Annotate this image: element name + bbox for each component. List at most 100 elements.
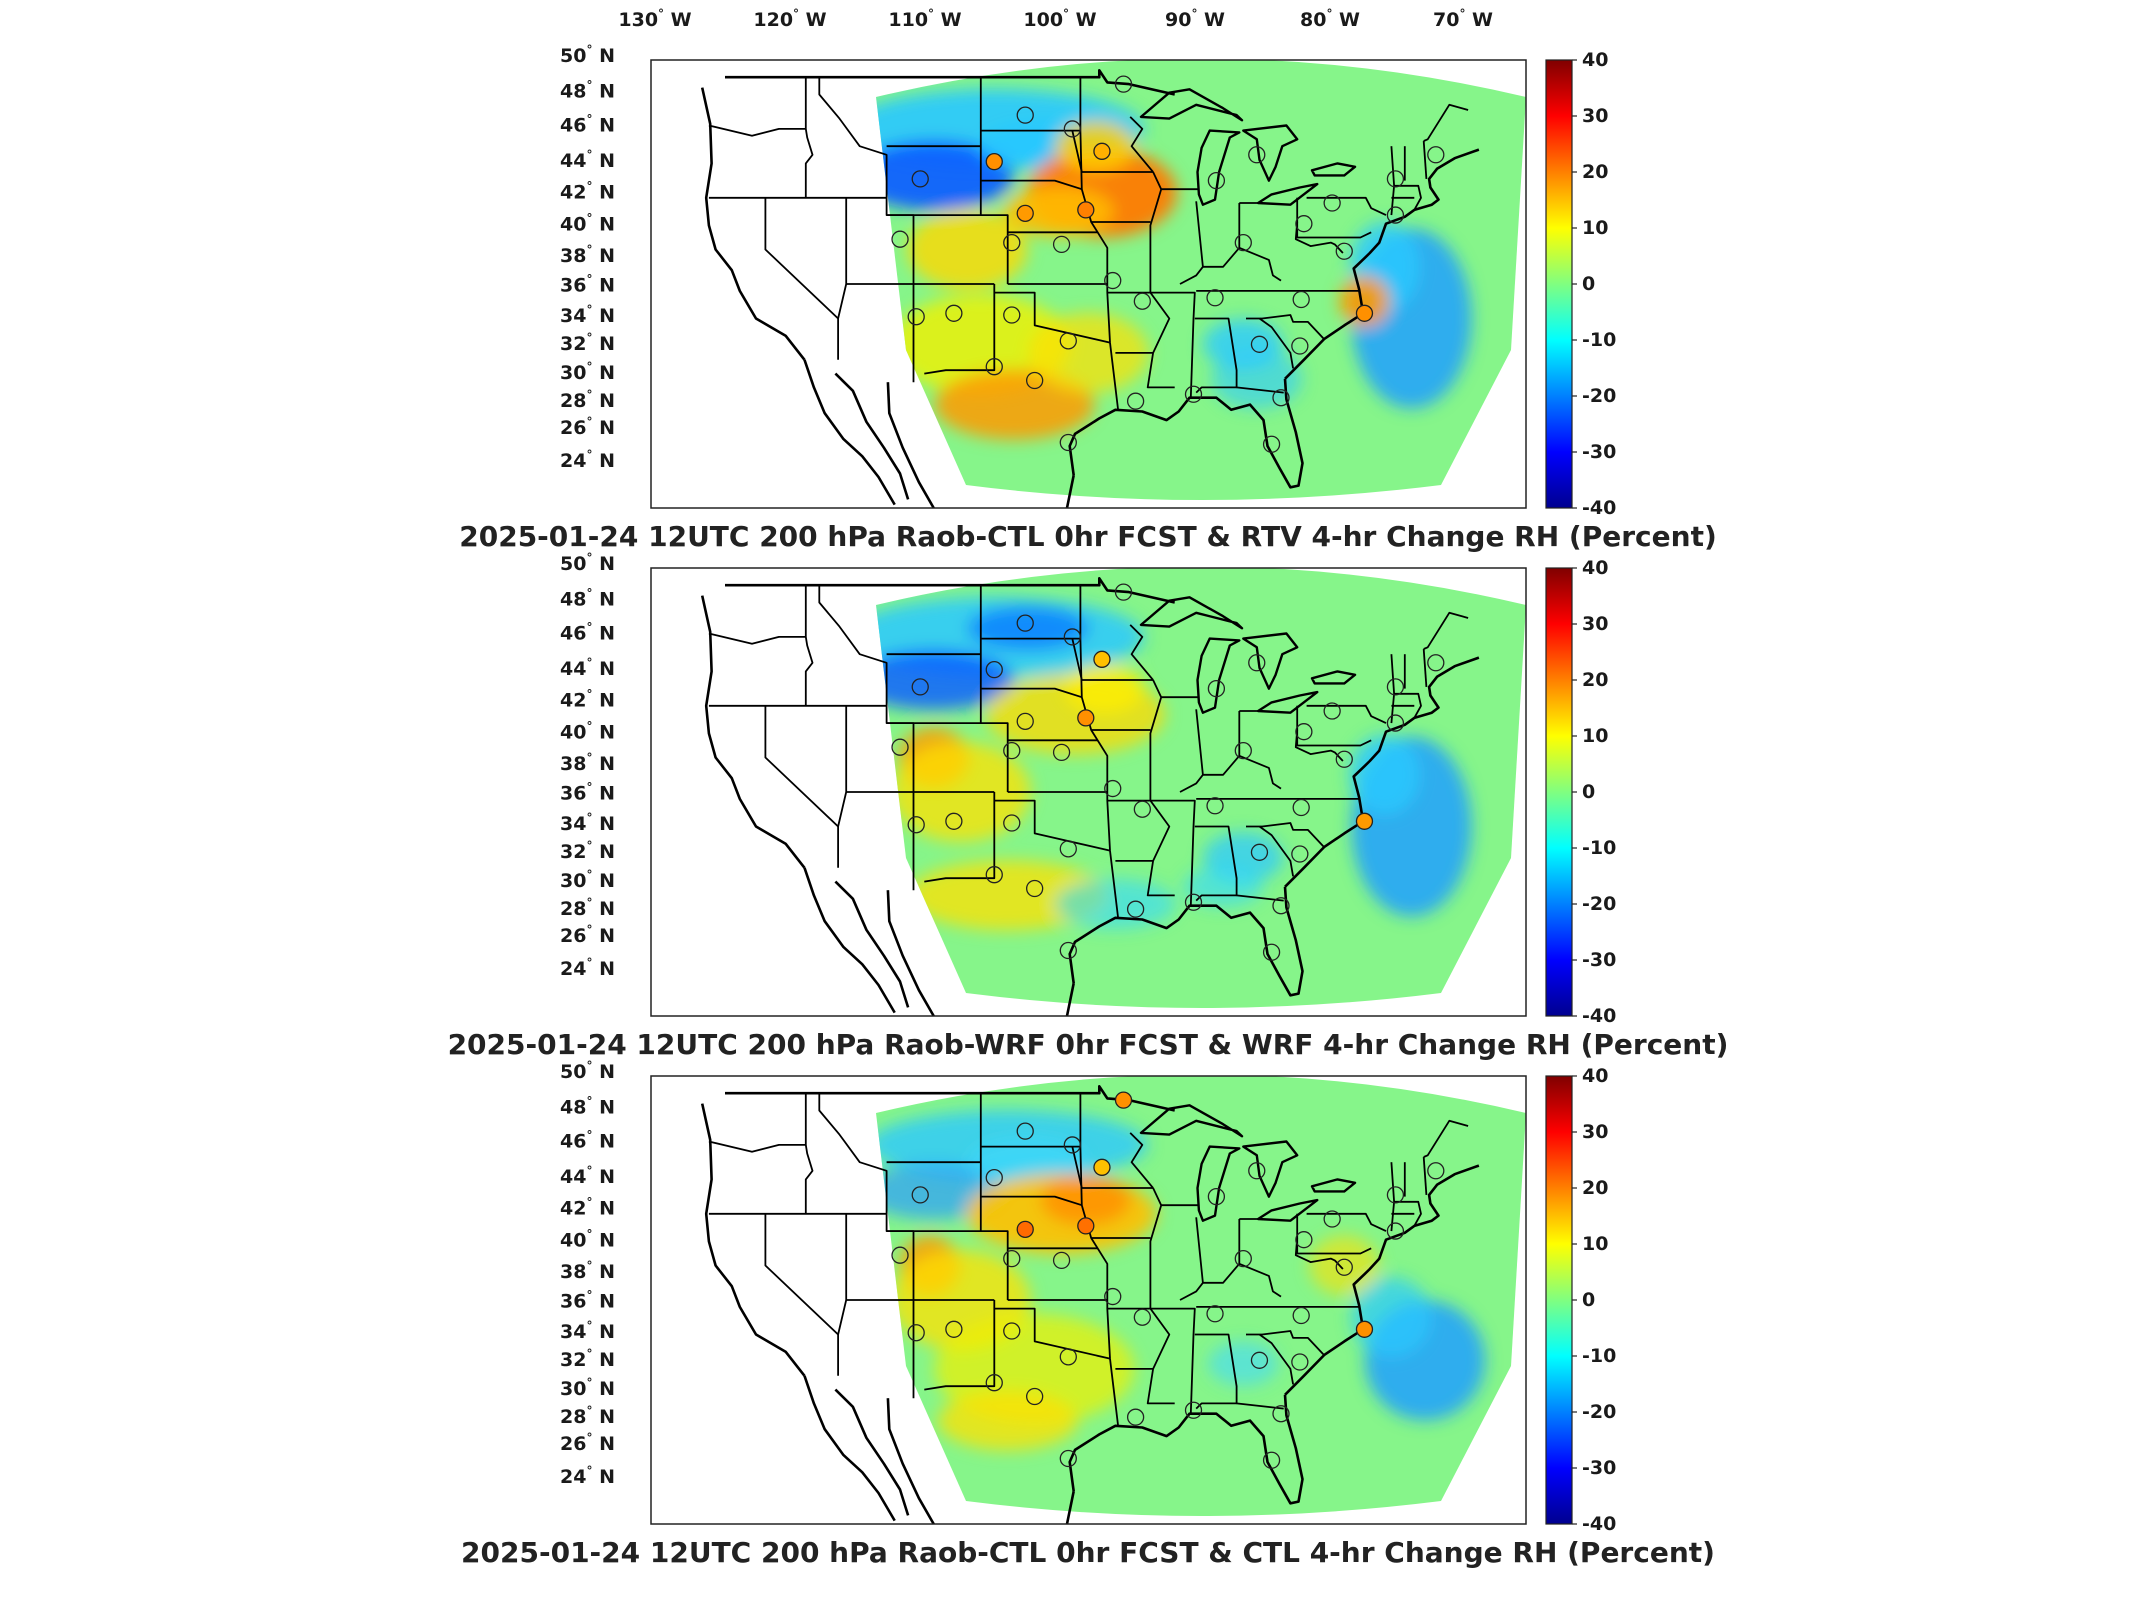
raob-station-marker bbox=[1248, 654, 1266, 672]
raob-station-marker bbox=[1184, 893, 1203, 911]
colorbar-tick-label: -40 bbox=[1582, 1005, 1616, 1027]
raob-station-marker bbox=[985, 1374, 1003, 1392]
colorbar-tick-label: 30 bbox=[1582, 1121, 1608, 1143]
raob-station-marker bbox=[1114, 583, 1133, 601]
raob-station-marker bbox=[1184, 385, 1203, 403]
raob-station-marker bbox=[1093, 142, 1111, 160]
latitude-label: 36° N bbox=[560, 1288, 615, 1312]
raob-station-marker bbox=[1292, 290, 1310, 309]
latitude-label: 26° N bbox=[560, 415, 615, 439]
map-panel: 50° N 48° N 46° N 44° N 42° N 40° N 38° N 36° N… bbox=[448, 551, 1729, 1061]
raob-station-marker bbox=[1427, 1162, 1445, 1180]
raob-station-marker bbox=[1003, 306, 1021, 324]
raob-station-marker bbox=[1355, 812, 1374, 830]
raob-station-marker bbox=[1291, 845, 1309, 863]
raob-station-marker bbox=[1077, 201, 1095, 219]
raob-station-marker bbox=[1386, 1186, 1405, 1204]
colorbar-scale bbox=[1545, 59, 1573, 509]
colorbar-tick-label: 20 bbox=[1582, 669, 1608, 691]
field-anomaly bbox=[1349, 734, 1420, 815]
raob-station-marker bbox=[1063, 1136, 1081, 1154]
raob-station-marker bbox=[1052, 743, 1071, 762]
raob-station-marker bbox=[1206, 289, 1224, 307]
latitude-label: 24° N bbox=[560, 956, 615, 980]
raob-station-marker bbox=[945, 1320, 963, 1338]
raob-station-marker bbox=[1234, 1249, 1252, 1268]
colorbar-tick-label: 10 bbox=[1582, 725, 1608, 747]
raob-station-marker bbox=[1016, 106, 1034, 124]
field-anomaly bbox=[1208, 1341, 1279, 1386]
raob-station-marker bbox=[1323, 702, 1341, 720]
colorbar-tick-label: 0 bbox=[1582, 1289, 1595, 1311]
raob-station-marker bbox=[1093, 1158, 1111, 1176]
raob-station-marker bbox=[1206, 1305, 1224, 1323]
colorbar-tick-label: 40 bbox=[1582, 557, 1608, 579]
latitude-label: 44° N bbox=[560, 656, 615, 680]
raob-station-marker bbox=[1250, 335, 1269, 353]
latitude-label: 24° N bbox=[560, 1464, 615, 1488]
latitude-label: 48° N bbox=[560, 1094, 615, 1118]
colorbar-tick-label: -20 bbox=[1582, 1401, 1616, 1423]
field-anomaly bbox=[967, 606, 1088, 651]
raob-station-marker bbox=[1016, 1220, 1034, 1239]
raob-stations bbox=[891, 583, 1445, 961]
latitude-label: 32° N bbox=[560, 839, 615, 863]
latitude-label: 26° N bbox=[560, 1431, 615, 1455]
raob-station-marker bbox=[1016, 1122, 1034, 1140]
raob-station-marker bbox=[1104, 271, 1122, 290]
map-panel: 50° N 48° N 46° N 44° N 42° N 40° N 38° N 36° N… bbox=[459, 43, 1717, 553]
raob-station-marker bbox=[911, 678, 929, 696]
colorbar: 40 30 20 10 0 -10 -20 -30 -40 bbox=[1545, 557, 1616, 1027]
field-anomaly bbox=[1055, 879, 1176, 929]
raob-station-marker bbox=[1059, 433, 1077, 452]
raob-station-marker bbox=[1003, 741, 1021, 760]
raob-station-marker bbox=[1335, 242, 1353, 260]
latitude-label: 50° N bbox=[560, 1059, 615, 1083]
latitude-label: 38° N bbox=[560, 243, 615, 267]
colorbar-tick-label: -30 bbox=[1582, 949, 1616, 971]
raob-station-marker bbox=[1248, 146, 1266, 164]
latitude-label: 34° N bbox=[560, 1319, 615, 1343]
raob-station-marker bbox=[1272, 1405, 1290, 1423]
field-anomaly bbox=[1211, 348, 1302, 409]
raob-station-marker bbox=[1386, 714, 1405, 732]
latitude-label: 40° N bbox=[560, 1227, 615, 1251]
raob-station-marker bbox=[1133, 292, 1151, 310]
field-anomaly bbox=[1183, 866, 1264, 907]
raob-station-marker bbox=[1133, 800, 1151, 818]
colorbar-scale bbox=[1545, 567, 1573, 1017]
latitude-label: 38° N bbox=[560, 1259, 615, 1283]
latitude-label: 46° N bbox=[560, 112, 615, 136]
raob-station-marker bbox=[1295, 1231, 1313, 1249]
raob-station-marker bbox=[1295, 723, 1313, 741]
colorbar: 40 30 20 10 0 -10 -20 -30 -40 bbox=[1545, 1065, 1616, 1535]
longitude-label: 130° W bbox=[618, 7, 691, 31]
raob-station-marker bbox=[1133, 1308, 1151, 1326]
colorbar-tick-label: -20 bbox=[1582, 385, 1616, 407]
raob-station-marker bbox=[1052, 1251, 1071, 1270]
raob-station-marker bbox=[985, 1169, 1003, 1187]
raob-station-marker bbox=[1234, 741, 1252, 760]
colorbar-tick-label: 40 bbox=[1582, 1065, 1608, 1087]
raob-station-marker bbox=[1114, 75, 1133, 93]
rh-change-field bbox=[876, 60, 1526, 500]
raob-station-marker bbox=[1291, 337, 1309, 355]
latitude-label: 44° N bbox=[560, 148, 615, 172]
raob-station-marker bbox=[1355, 304, 1374, 322]
latitude-label: 36° N bbox=[560, 780, 615, 804]
colorbar-tick-label: -30 bbox=[1582, 441, 1616, 463]
latitude-label: 42° N bbox=[560, 1196, 615, 1220]
latitude-label: 50° N bbox=[560, 43, 615, 67]
colorbar-tick-label: -30 bbox=[1582, 1457, 1616, 1479]
raob-station-marker bbox=[1262, 435, 1281, 453]
latitude-label: 30° N bbox=[560, 868, 615, 892]
latitude-label: 30° N bbox=[560, 1376, 615, 1400]
rh-change-field bbox=[876, 568, 1526, 1008]
field-anomaly bbox=[1339, 276, 1390, 327]
boundary-lines bbox=[700, 69, 1480, 509]
raob-station-marker bbox=[1427, 146, 1445, 164]
colorbar-tick-label: 0 bbox=[1582, 273, 1595, 295]
colorbar-tick-label: 30 bbox=[1582, 613, 1608, 635]
raob-station-marker bbox=[1262, 943, 1281, 961]
